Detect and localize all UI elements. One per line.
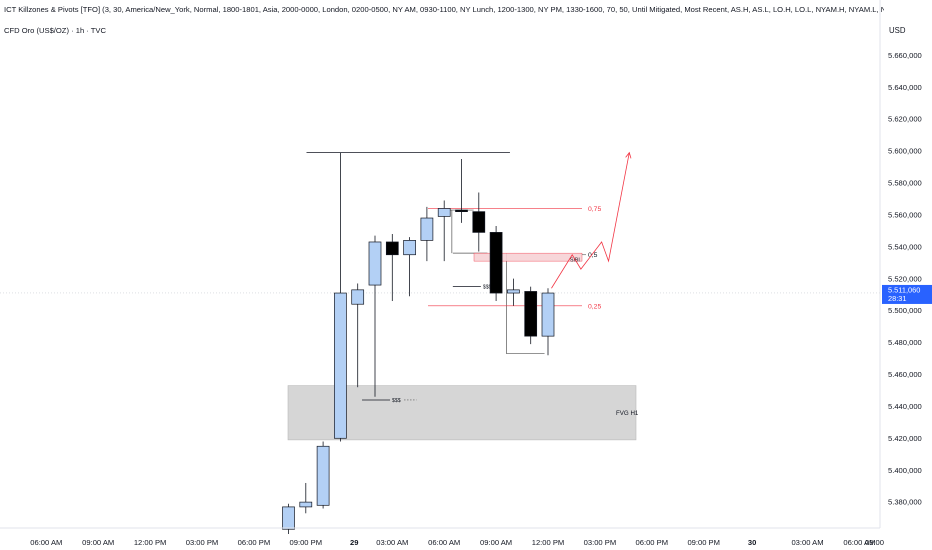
price-tick-label: 5.580,000 xyxy=(888,179,922,188)
annotation-layer: $$$ $$$ 0,75 0,25 SIBI 0,5 xyxy=(0,151,880,404)
time-tick-label: 06:00 AM xyxy=(843,538,875,547)
candle-bull xyxy=(541,292,555,337)
time-tick-label: 03:00 AM xyxy=(376,538,408,547)
sibi-label: SIBI xyxy=(570,258,580,264)
time-tick-label: 06:00 PM xyxy=(636,538,669,547)
price-tick-label: 5.500,000 xyxy=(888,306,922,315)
time-tick-label: 06:00 PM xyxy=(238,538,271,547)
price-tick-label: 5.660,000 xyxy=(888,51,922,60)
price-tag xyxy=(882,284,932,304)
liquidity-label: $$$ xyxy=(392,398,401,404)
symbol-title[interactable]: CFD Oro (US$/OZ) · 1h · TVC xyxy=(4,26,106,35)
time-tick-label: 09:00 AM xyxy=(82,538,114,547)
candle-bear xyxy=(489,232,503,294)
fib-mid-label: 0,5 xyxy=(588,252,598,259)
fvg-label: FVG H1 xyxy=(616,410,639,417)
time-tick-label: 12:00 PM xyxy=(134,538,167,547)
time-tick-label: 12:00 PM xyxy=(532,538,565,547)
currency-label[interactable]: USD xyxy=(889,26,906,35)
price-tick-label: 5.600,000 xyxy=(888,147,922,156)
candles-layer xyxy=(282,152,555,535)
candle-bear xyxy=(455,209,468,212)
price-tick-label: 5.460,000 xyxy=(888,370,922,379)
time-tick-label: 03:00 AM xyxy=(791,538,823,547)
price-tick-label: 5.620,000 xyxy=(888,115,922,124)
candle-bear xyxy=(524,291,538,337)
time-tick-label: 30 xyxy=(748,538,756,547)
price-tick-label: 5.440,000 xyxy=(888,402,922,411)
time-tick-label: 06:00 AM xyxy=(428,538,460,547)
time-tick-label: 29 xyxy=(350,538,358,547)
liquidity-label: $$$ xyxy=(483,285,492,291)
time-tick-label: 09:00 xyxy=(865,538,884,547)
candle-bear xyxy=(472,211,486,233)
price-tick-label: 5.520,000 xyxy=(888,274,922,283)
price-tick-label: 5.400,000 xyxy=(888,466,922,475)
candle-bull xyxy=(334,292,347,439)
time-tick-label: 09:00 PM xyxy=(687,538,720,547)
price-tick-label: 5.640,000 xyxy=(888,83,922,92)
candle-bull xyxy=(316,445,330,506)
time-tick-label: 09:00 AM xyxy=(480,538,512,547)
candle-bull xyxy=(368,241,382,286)
candle-bull xyxy=(351,289,365,305)
sibi-zone xyxy=(473,252,583,262)
candle-bull xyxy=(507,289,520,294)
candle-bull xyxy=(403,240,416,256)
price-tick-label: 5.560,000 xyxy=(888,210,922,219)
price-tag-price: 5.511,060 xyxy=(888,285,920,294)
price-tick-label: 5.540,000 xyxy=(888,242,922,251)
candle-bull xyxy=(420,217,434,241)
candle-bull xyxy=(282,506,295,530)
time-tick-label: 03:00 PM xyxy=(584,538,617,547)
candle-bear xyxy=(385,241,399,256)
time-tick-label: 03:00 PM xyxy=(186,538,219,547)
time-tick-label: 09:00 PM xyxy=(290,538,323,547)
projection-arrowhead xyxy=(625,151,632,159)
price-tick-label: 5.480,000 xyxy=(888,338,922,347)
fib-label: 0,75 xyxy=(588,206,601,213)
price-tick-label: 5.380,000 xyxy=(888,498,922,507)
price-tick-label: 5.420,000 xyxy=(888,434,922,443)
price-tag-countdown: 28:31 xyxy=(888,294,907,303)
fib-label: 0,25 xyxy=(588,303,601,310)
candle-bull xyxy=(437,208,451,217)
time-tick-label: 06:00 AM xyxy=(30,538,62,547)
candle-bull xyxy=(299,501,313,508)
projection-path xyxy=(551,152,630,289)
indicator-legend[interactable]: ICT Killzones & Pivots [TFO] (3, 30, Ame… xyxy=(4,5,884,14)
